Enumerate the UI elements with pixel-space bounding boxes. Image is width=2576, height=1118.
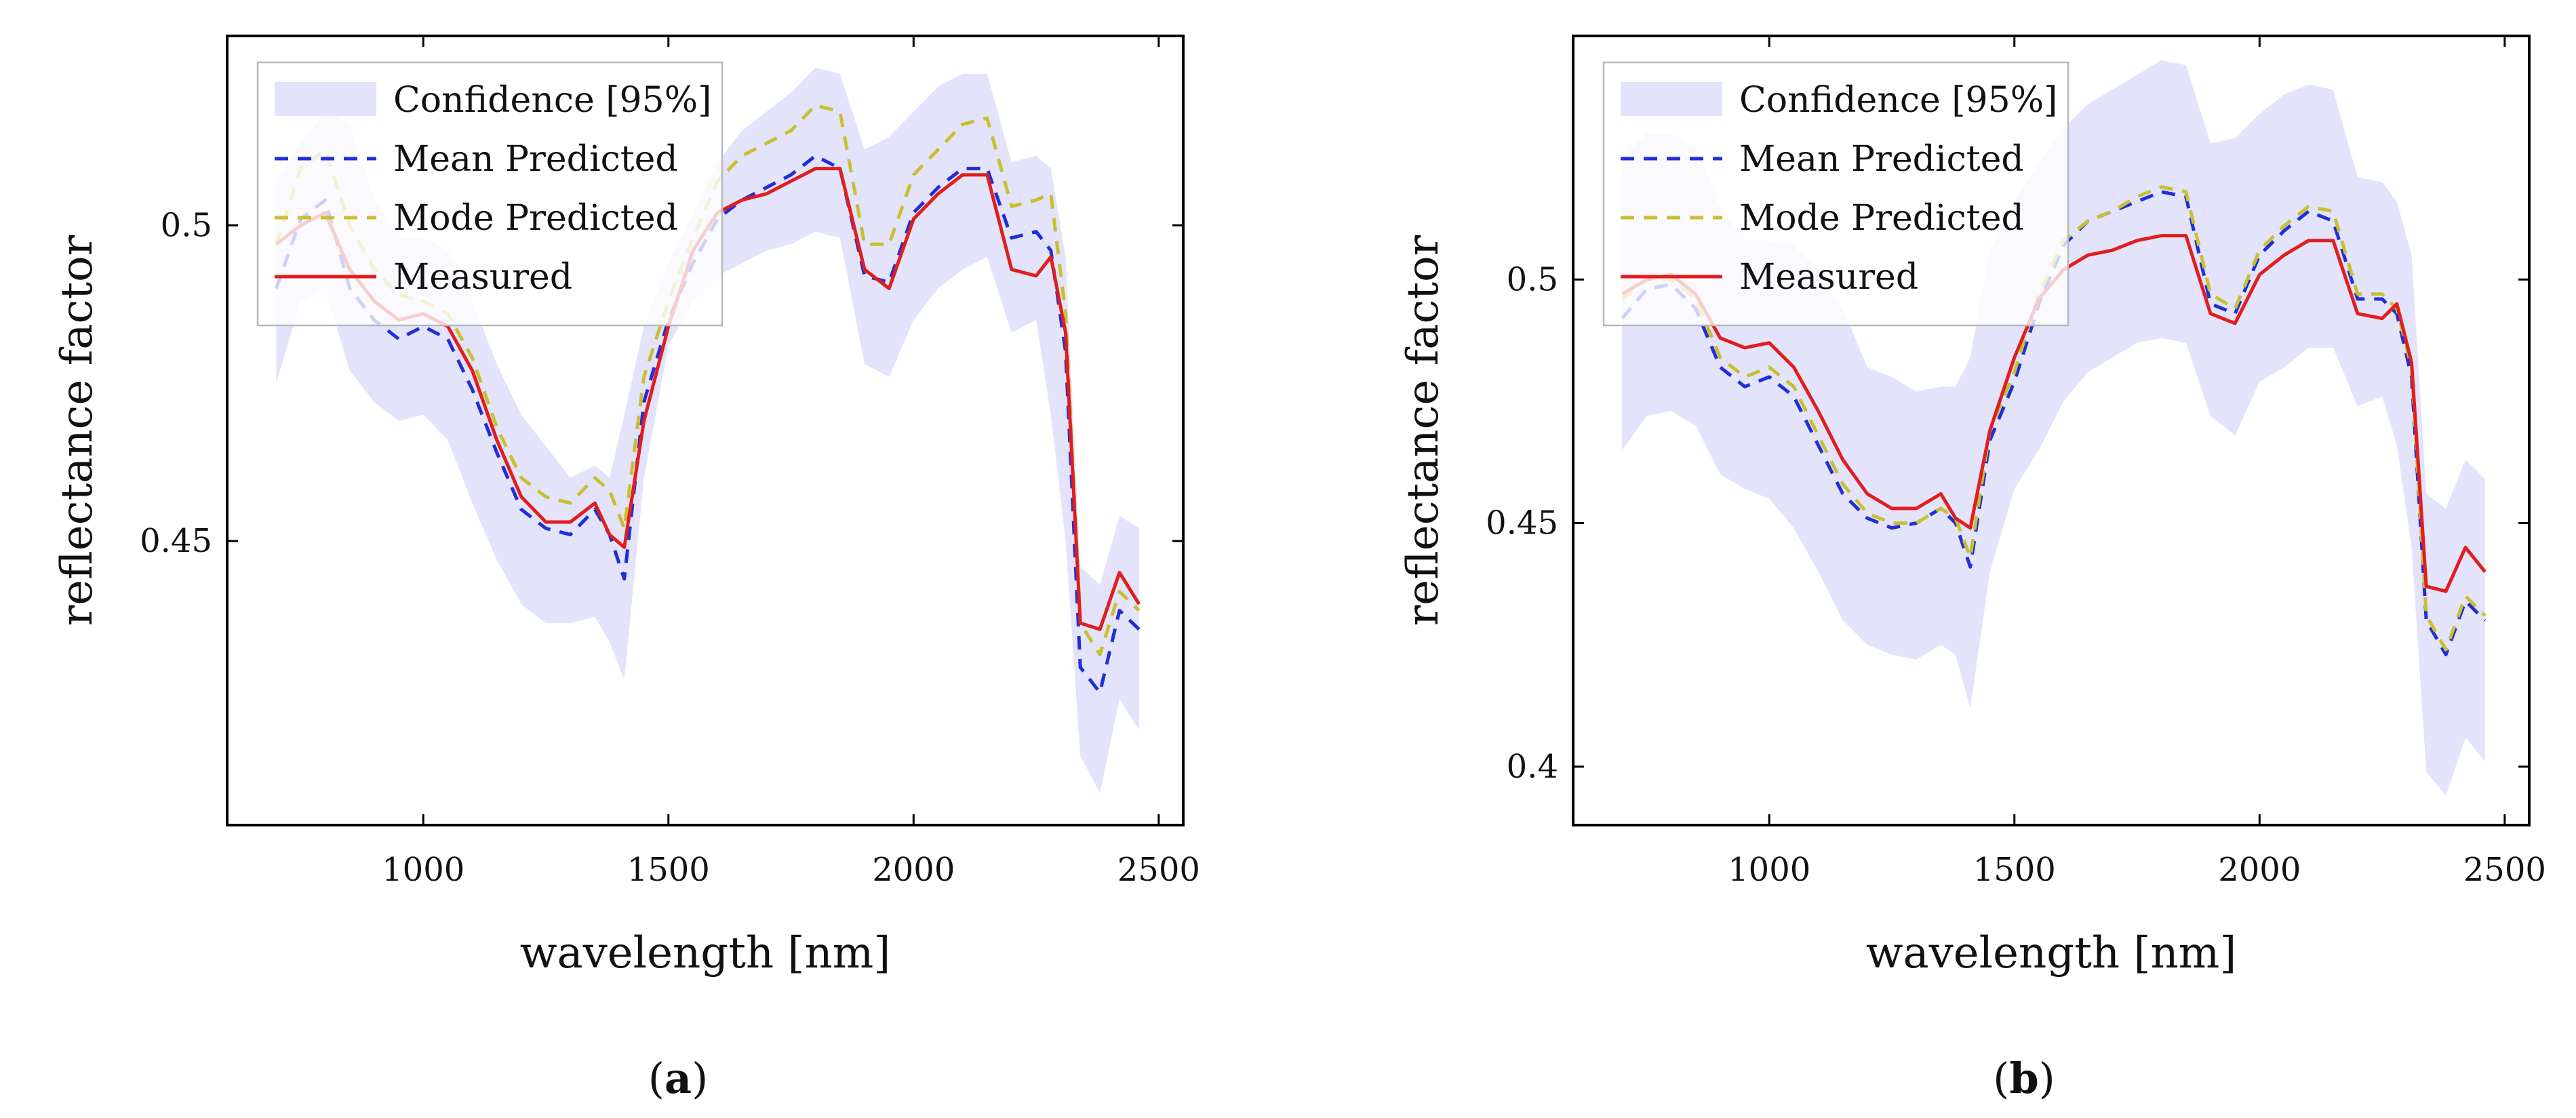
legend-label: Measured <box>393 257 572 298</box>
x-tick-label: 2000 <box>872 851 955 889</box>
x-tick-label: 2000 <box>2218 851 2301 889</box>
x-tick-label: 1000 <box>1728 851 1810 889</box>
x-tick-label: 2500 <box>2463 851 2546 889</box>
y-tick-label: 0.4 <box>1507 748 1558 786</box>
axes-frame <box>1572 35 2531 826</box>
y-tick-label: 0.5 <box>161 206 212 244</box>
legend-label: Confidence [95%] <box>393 80 711 121</box>
legend-label: Mode Predicted <box>393 198 678 239</box>
x-tick-label: 1500 <box>1973 851 2056 889</box>
panel-b-chart: Confidence [95%] Mean Predicted Mode Predi… <box>1398 35 2546 1103</box>
x-axis-label: wavelength [nm] <box>520 928 891 978</box>
legend-swatch <box>1621 82 1722 116</box>
legend-label: Mode Predicted <box>1739 198 2024 239</box>
series-line-mean-predicted <box>274 154 1141 694</box>
axes-frame <box>226 35 1185 826</box>
x-tick-label: 2500 <box>1117 851 1200 889</box>
legend: Confidence [95%] Mean Predicted Mode Predi… <box>1602 61 2069 327</box>
panel-a-chart: Confidence [95%] Mean Predicted Mode Predi… <box>52 35 1200 1103</box>
panel-caption: (a) <box>648 1054 709 1103</box>
panel-caption: (b) <box>1993 1054 2055 1103</box>
legend-label: Measured <box>1739 257 1918 298</box>
legend-label: Confidence [95%] <box>1739 80 2057 121</box>
y-axis-label: reflectance factor <box>1398 235 1448 626</box>
y-tick-label: 0.5 <box>1507 260 1558 298</box>
y-tick-label: 0.45 <box>1486 504 1558 542</box>
legend-label: Mean Predicted <box>1739 139 2024 180</box>
x-tick-label: 1500 <box>627 851 710 889</box>
legend-swatch <box>275 82 376 116</box>
legend-label: Mean Predicted <box>393 139 678 180</box>
confidence-band <box>276 67 1139 794</box>
x-tick-label: 1000 <box>382 851 464 889</box>
y-tick-label: 0.45 <box>140 522 212 560</box>
x-axis-label: wavelength [nm] <box>1866 928 2237 978</box>
legend: Confidence [95%] Mean Predicted Mode Predi… <box>256 61 724 327</box>
y-axis-label: reflectance factor <box>52 235 102 626</box>
